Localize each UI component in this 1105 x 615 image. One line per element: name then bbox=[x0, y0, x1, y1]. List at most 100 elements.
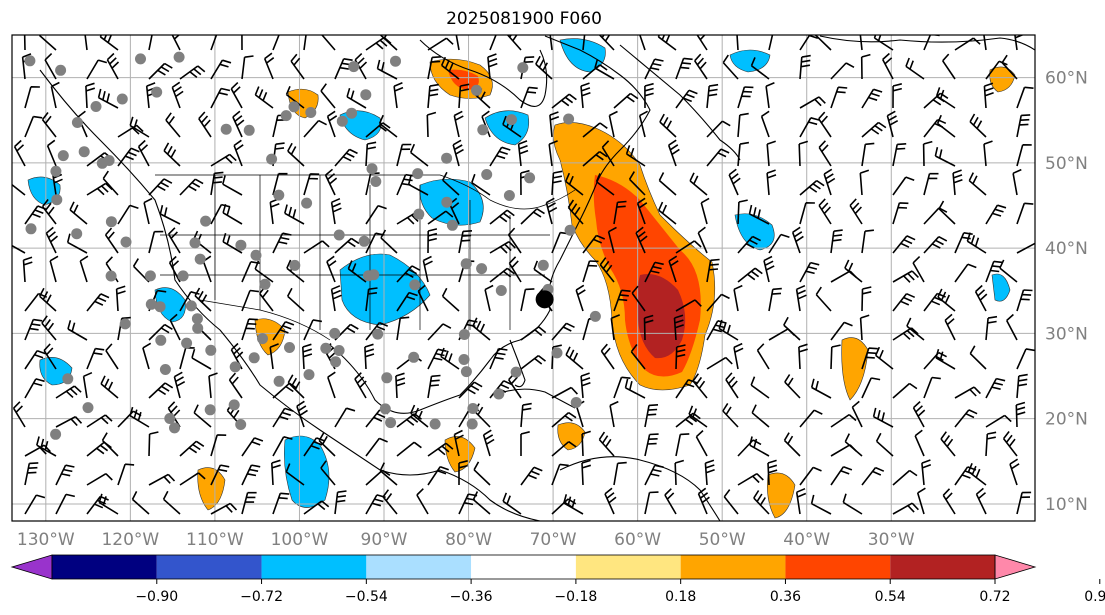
wind-barb-200 bbox=[69, 201, 88, 225]
wind-barb-46 bbox=[427, 56, 442, 80]
wind-barb-24 bbox=[768, 35, 774, 51]
wind-barb-40 bbox=[241, 55, 254, 80]
station-dots bbox=[24, 51, 601, 440]
wind-barb-187 bbox=[689, 172, 708, 196]
wind-barb-542 bbox=[458, 493, 478, 515]
wind-barb-407 bbox=[354, 372, 367, 399]
wind-barb-264 bbox=[22, 256, 33, 283]
wind-barb-386 bbox=[733, 342, 744, 370]
wind-barb-186 bbox=[658, 172, 677, 196]
wind-barb-163 bbox=[983, 140, 993, 167]
station-dot-13 bbox=[320, 342, 332, 354]
wind-barb-117 bbox=[582, 122, 608, 138]
wind-barb-53 bbox=[644, 58, 664, 80]
lon-tick-label-4: 90°W bbox=[361, 530, 408, 550]
station-dot-6 bbox=[429, 418, 441, 430]
wind-barb-244 bbox=[427, 228, 438, 254]
wind-barb-137 bbox=[163, 142, 181, 167]
wind-barb-42 bbox=[290, 53, 305, 80]
wind-barb-30 bbox=[954, 37, 981, 51]
wind-barb-263 bbox=[1016, 242, 1035, 254]
wind-barb-402 bbox=[208, 372, 218, 399]
shade-blue-canada bbox=[339, 110, 382, 141]
station-dot-75 bbox=[495, 285, 507, 296]
wind-barb-313 bbox=[520, 288, 535, 312]
wind-barb-318 bbox=[675, 299, 702, 312]
wind-barb-475 bbox=[427, 442, 454, 457]
wind-barb-160 bbox=[892, 143, 907, 167]
wind-barb-510 bbox=[473, 461, 491, 486]
station-dot-99 bbox=[441, 196, 453, 208]
station-dot-8 bbox=[116, 93, 128, 105]
wind-barb-16 bbox=[506, 35, 522, 51]
wind-barb-6 bbox=[210, 35, 218, 51]
station-dot-100 bbox=[363, 270, 374, 282]
wind-barb-10 bbox=[321, 35, 336, 51]
wind-barb-232 bbox=[45, 226, 59, 254]
wind-barb-556 bbox=[892, 502, 919, 515]
wind-barb-484 bbox=[695, 430, 708, 457]
lon-tick-label-9: 40°W bbox=[783, 530, 830, 550]
station-dot-22 bbox=[185, 300, 197, 312]
wind-barb-480 bbox=[581, 430, 591, 457]
wind-barb-488 bbox=[830, 444, 857, 457]
wind-barb-2 bbox=[84, 35, 88, 51]
wind-barb-326 bbox=[923, 292, 946, 312]
wind-barb-559 bbox=[975, 487, 987, 515]
wind-barb-379 bbox=[520, 354, 546, 370]
wind-barb-45 bbox=[376, 59, 398, 80]
station-dot-68 bbox=[25, 223, 37, 235]
wind-barb-269 bbox=[168, 255, 181, 283]
wind-barb-355 bbox=[783, 316, 801, 341]
wind-barb-188 bbox=[728, 168, 741, 196]
wind-barb-31 bbox=[983, 35, 987, 51]
wind-barb-473 bbox=[365, 437, 388, 457]
wind-barb-146 bbox=[452, 139, 464, 167]
coastlines bbox=[39, 35, 1035, 521]
wind-barb-491 bbox=[914, 429, 925, 457]
station-dot-15 bbox=[82, 402, 94, 414]
wind-barb-132 bbox=[13, 139, 26, 167]
lon-tick-label-10: 30°W bbox=[868, 530, 915, 550]
wind-barb-328 bbox=[974, 284, 988, 312]
wind-barb-546 bbox=[563, 494, 584, 515]
wind-barb-401 bbox=[173, 371, 186, 399]
wind-barb-44 bbox=[354, 53, 368, 80]
wind-barb-180 bbox=[471, 173, 491, 196]
wind-barb-281 bbox=[533, 260, 553, 283]
wind-barb-196 bbox=[968, 172, 987, 196]
wind-barb-279 bbox=[489, 267, 515, 283]
wind-barb-17 bbox=[549, 35, 553, 51]
wind-barb-87 bbox=[675, 89, 698, 109]
wind-barb-489 bbox=[844, 433, 863, 457]
wind-barb-276 bbox=[396, 265, 421, 283]
wind-barb-445 bbox=[520, 402, 532, 428]
wind-barb-441 bbox=[396, 413, 422, 428]
wind-barb-133 bbox=[46, 139, 57, 167]
lat-tick-label-2: 40°N bbox=[1045, 239, 1088, 259]
colorbar-segment-9 bbox=[890, 555, 995, 579]
wind-barb-294 bbox=[954, 263, 977, 283]
wind-barb-80 bbox=[458, 83, 470, 109]
wind-barb-157 bbox=[798, 140, 809, 167]
wind-barb-476 bbox=[453, 429, 464, 457]
wind-barb-508 bbox=[427, 465, 449, 486]
wind-barb-72 bbox=[210, 87, 231, 109]
wind-barb-363 bbox=[24, 349, 46, 370]
shade-orange-east-north bbox=[989, 66, 1016, 93]
wind-barb-465 bbox=[101, 432, 119, 457]
station-dot-81 bbox=[466, 418, 478, 430]
wind-barb-422 bbox=[810, 378, 832, 399]
wind-barb-155 bbox=[737, 141, 750, 167]
wind-barb-499 bbox=[148, 473, 176, 486]
wind-barb-219 bbox=[658, 201, 677, 225]
wind-barb-536 bbox=[272, 492, 290, 515]
station-dot-2 bbox=[329, 327, 341, 339]
lat-tick-label-3: 30°N bbox=[1045, 324, 1088, 344]
wind-barb-516 bbox=[674, 459, 685, 486]
wind-barb-261 bbox=[954, 232, 973, 254]
wind-barb-378 bbox=[489, 347, 508, 370]
station-dot-104 bbox=[57, 150, 69, 162]
coast-labrador bbox=[619, 44, 741, 161]
wind-barb-430 bbox=[55, 415, 83, 428]
